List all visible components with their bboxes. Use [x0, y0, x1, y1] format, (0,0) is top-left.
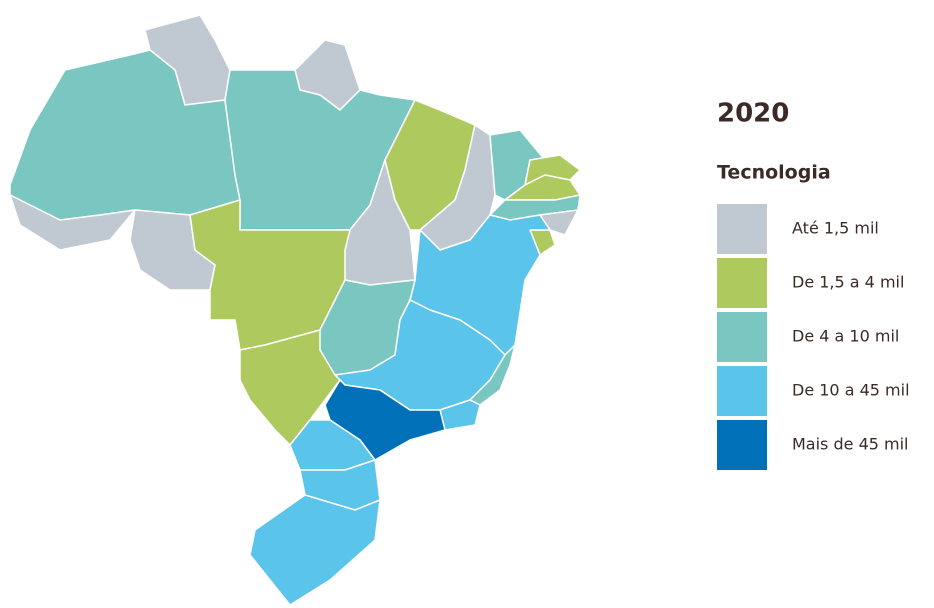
legend-label: De 1,5 a 4 mil: [792, 273, 904, 292]
legend-label: De 4 a 10 mil: [792, 327, 899, 346]
state: [324, 379, 446, 461]
legend-swatch: [717, 204, 767, 254]
legend-label: Mais de 45 mil: [792, 435, 908, 454]
legend-label: De 10 a 45 mil: [792, 381, 910, 400]
legend-swatch: [717, 312, 767, 362]
legend-swatch: [717, 366, 767, 416]
map: [9, 14, 581, 606]
legend-swatch: [717, 420, 767, 470]
state: [9, 194, 136, 251]
legend-swatch: [717, 258, 767, 308]
legend: Até 1,5 mil De 1,5 a 4 mil De 4 a 10 mil De…: [717, 204, 910, 470]
subtitle: Tecnologia: [717, 162, 831, 184]
legend-label: Até 1,5 mil: [792, 219, 879, 238]
state: [249, 494, 381, 606]
title: 2020: [717, 99, 789, 129]
